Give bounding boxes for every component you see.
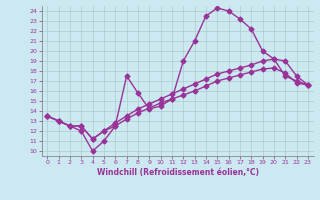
X-axis label: Windchill (Refroidissement éolien,°C): Windchill (Refroidissement éolien,°C) [97, 168, 259, 177]
